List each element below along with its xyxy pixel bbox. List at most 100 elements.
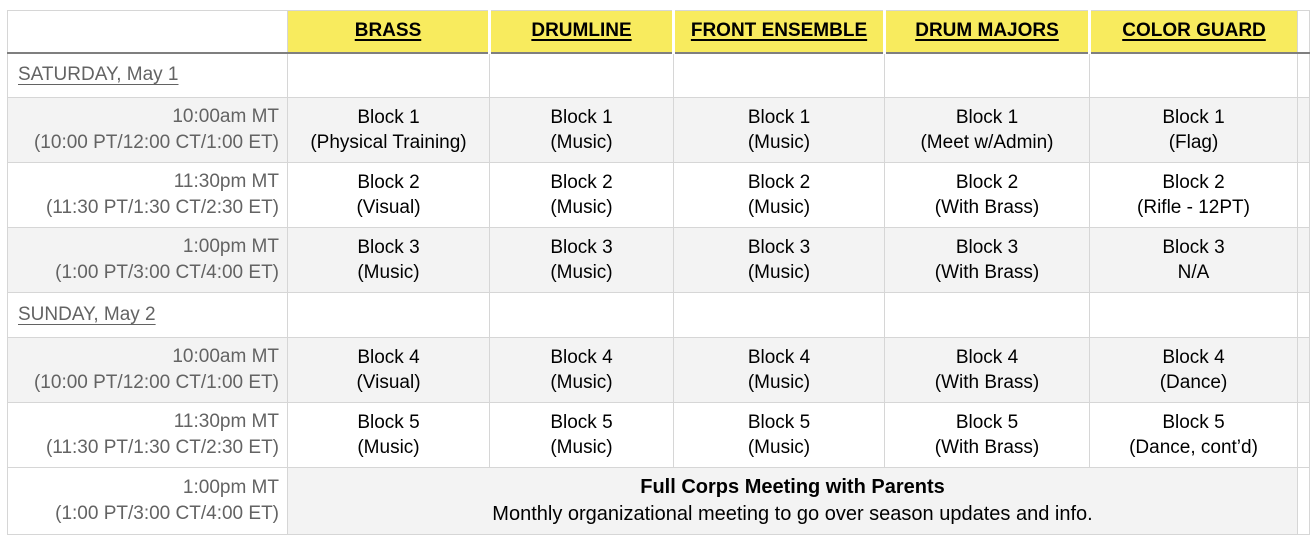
empty-cell — [884, 292, 1090, 338]
time-zones: (11:30 PT/1:30 CT/2:30 ET) — [45, 437, 279, 458]
schedule-cell-color-guard: Block 1 (Flag) — [1089, 97, 1298, 163]
meeting-subtitle: Monthly organizational meeting to go ove… — [492, 503, 1093, 525]
empty-cell — [489, 292, 674, 338]
column-header-color-guard: COLOR GUARD — [1088, 10, 1298, 54]
day-label: SATURDAY, May 1 — [18, 64, 179, 86]
schedule-table: BRASS DRUMLINE FRONT ENSEMBLE DRUM MAJOR… — [7, 10, 1310, 535]
block-detail: (Music) — [747, 197, 811, 218]
time-primary: 10:00am MT — [172, 346, 279, 367]
block-detail: (Rifle - 12PT) — [1137, 197, 1250, 218]
time-cell: 11:30pm MT (11:30 PT/1:30 CT/2:30 ET) — [7, 162, 288, 228]
block-detail: (Music) — [357, 437, 420, 458]
column-header-label: BRASS — [354, 20, 422, 42]
schedule-cell-color-guard: Block 3 N/A — [1089, 227, 1298, 293]
clipped-cell — [1297, 97, 1310, 163]
clipped-cell — [1297, 337, 1310, 403]
block-detail: (With Brass) — [934, 437, 1040, 458]
block-detail: (Music) — [550, 262, 613, 283]
block-detail: (Flag) — [1168, 132, 1219, 153]
clipped-cell — [1297, 52, 1310, 98]
clipped-cell — [1297, 292, 1310, 338]
block-title: Block 2 — [955, 172, 1019, 193]
empty-cell — [1089, 52, 1298, 98]
block-title: Block 4 — [747, 347, 811, 368]
column-header-label: FRONT ENSEMBLE — [690, 20, 868, 42]
header-corner-cell — [7, 10, 288, 54]
clipped-cell — [1297, 467, 1310, 535]
time-primary: 1:00pm MT — [182, 236, 279, 257]
block-title: Block 4 — [1162, 347, 1225, 368]
block-detail: (Physical Training) — [310, 132, 467, 153]
empty-cell — [1089, 292, 1298, 338]
clipped-cell — [1297, 162, 1310, 228]
block-title: Block 1 — [550, 107, 613, 128]
time-cell: 11:30pm MT (11:30 PT/1:30 CT/2:30 ET) — [7, 402, 288, 468]
column-header-drum-majors: DRUM MAJORS — [883, 10, 1090, 54]
block-title: Block 2 — [357, 172, 420, 193]
block-detail: (Visual) — [356, 372, 421, 393]
block-title: Block 3 — [955, 237, 1019, 258]
block-title: Block 2 — [550, 172, 613, 193]
block-title: Block 3 — [550, 237, 613, 258]
column-header-drumline: DRUMLINE — [488, 10, 674, 54]
schedule-cell-brass: Block 3 (Music) — [287, 227, 490, 293]
block-title: Block 1 — [1162, 107, 1225, 128]
meeting-title: Full Corps Meeting with Parents — [640, 476, 945, 498]
block-title: Block 5 — [1162, 412, 1225, 433]
empty-cell — [673, 292, 885, 338]
block-title: Block 5 — [955, 412, 1019, 433]
schedule-row-block4: 10:00am MT (10:00 PT/12:00 CT/1:00 ET) B… — [7, 337, 1310, 403]
block-detail: (With Brass) — [934, 197, 1040, 218]
clipped-cell — [1297, 227, 1310, 293]
column-header-label: COLOR GUARD — [1122, 20, 1266, 42]
block-title: Block 1 — [357, 107, 420, 128]
schedule-cell-brass: Block 5 (Music) — [287, 402, 490, 468]
header-clipped-cell — [1297, 10, 1310, 54]
column-header-brass: BRASS — [287, 10, 490, 54]
block-detail: N/A — [1177, 262, 1210, 283]
time-cell: 1:00pm MT (1:00 PT/3:00 CT/4:00 ET) — [7, 467, 288, 535]
block-detail: (With Brass) — [934, 372, 1040, 393]
clipped-cell — [1297, 402, 1310, 468]
time-zones: (1:00 PT/3:00 CT/4:00 ET) — [55, 262, 279, 283]
schedule-cell-drum-majors: Block 5 (With Brass) — [884, 402, 1090, 468]
schedule-cell-front-ensemble: Block 5 (Music) — [673, 402, 885, 468]
empty-cell — [287, 52, 490, 98]
schedule-cell-drumline: Block 3 (Music) — [489, 227, 674, 293]
schedule-row-block1: 10:00am MT (10:00 PT/12:00 CT/1:00 ET) B… — [7, 97, 1310, 163]
schedule-row-block2: 11:30pm MT (11:30 PT/1:30 CT/2:30 ET) Bl… — [7, 162, 1310, 228]
schedule-cell-drum-majors: Block 1 (Meet w/Admin) — [884, 97, 1090, 163]
empty-cell — [287, 292, 490, 338]
block-detail: (Music) — [550, 437, 613, 458]
schedule-cell-drumline: Block 5 (Music) — [489, 402, 674, 468]
schedule-cell-brass: Block 2 (Visual) — [287, 162, 490, 228]
block-detail: (Music) — [747, 132, 811, 153]
empty-cell — [673, 52, 885, 98]
block-detail: (Dance, cont’d) — [1129, 437, 1258, 458]
schedule-cell-drumline: Block 4 (Music) — [489, 337, 674, 403]
block-detail: (With Brass) — [934, 262, 1040, 283]
block-title: Block 5 — [747, 412, 811, 433]
schedule-cell-front-ensemble: Block 1 (Music) — [673, 97, 885, 163]
schedule-cell-color-guard: Block 5 (Dance, cont’d) — [1089, 402, 1298, 468]
block-title: Block 1 — [747, 107, 811, 128]
day-header-row-sunday: SUNDAY, May 2 — [7, 292, 1310, 338]
rehearsal-schedule: BRASS DRUMLINE FRONT ENSEMBLE DRUM MAJOR… — [7, 10, 1310, 535]
block-detail: (Meet w/Admin) — [920, 132, 1054, 153]
column-header-label: DRUM MAJORS — [915, 20, 1059, 42]
schedule-cell-drum-majors: Block 4 (With Brass) — [884, 337, 1090, 403]
block-detail: (Music) — [357, 262, 420, 283]
schedule-cell-brass: Block 4 (Visual) — [287, 337, 490, 403]
day-label: SUNDAY, May 2 — [18, 304, 156, 325]
schedule-cell-drumline: Block 2 (Music) — [489, 162, 674, 228]
block-title: Block 4 — [550, 347, 613, 368]
schedule-cell-front-ensemble: Block 3 (Music) — [673, 227, 885, 293]
block-detail: (Music) — [747, 437, 811, 458]
schedule-row-block3: 1:00pm MT (1:00 PT/3:00 CT/4:00 ET) Bloc… — [7, 227, 1310, 293]
day-label-cell: SATURDAY, May 1 — [7, 52, 288, 98]
time-primary: 11:30pm MT — [173, 411, 279, 432]
time-zones: (11:30 PT/1:30 CT/2:30 ET) — [45, 197, 279, 218]
column-header-front-ensemble: FRONT ENSEMBLE — [672, 10, 885, 54]
block-detail: (Music) — [550, 197, 613, 218]
empty-cell — [884, 52, 1090, 98]
